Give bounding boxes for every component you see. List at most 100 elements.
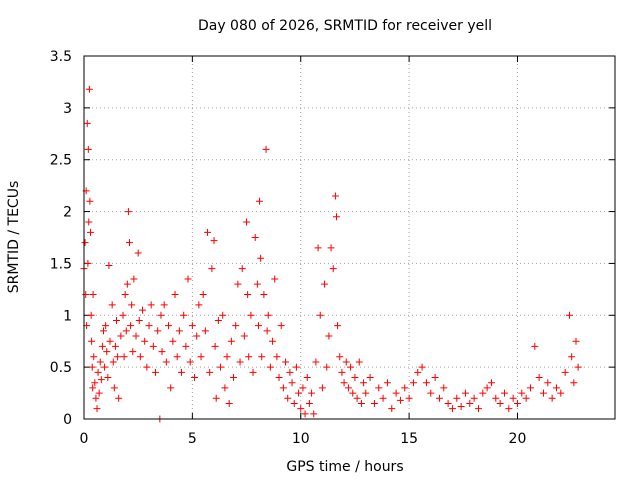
data-point [292, 363, 300, 371]
x-tick-label: 5 [188, 431, 197, 447]
data-point [263, 327, 271, 335]
data-point [111, 342, 119, 350]
data-point [244, 291, 252, 299]
data-point [102, 322, 110, 330]
data-point [457, 403, 465, 411]
data-point [286, 368, 294, 376]
data-point [269, 337, 277, 345]
data-point [88, 363, 96, 371]
data-point [331, 192, 339, 200]
data-point [466, 399, 474, 407]
data-point [539, 389, 547, 397]
data-point [338, 368, 346, 376]
data-point [357, 399, 365, 407]
data-point [134, 249, 142, 257]
data-point [254, 322, 262, 330]
data-point [366, 374, 374, 382]
data-point [492, 394, 500, 402]
data-point [299, 384, 307, 392]
data-point [526, 384, 534, 392]
data-point [535, 374, 543, 382]
x-tick-labels: 0 5 10 15 20 [80, 431, 527, 447]
data-point [568, 353, 576, 361]
data-point [375, 384, 383, 392]
data-point [318, 384, 326, 392]
data-point [232, 322, 240, 330]
data-point [308, 389, 316, 397]
data-point [147, 301, 155, 309]
data-point [88, 337, 96, 345]
data-point [548, 394, 556, 402]
data-point [126, 239, 134, 247]
data-point [127, 322, 135, 330]
data-point [129, 348, 137, 356]
data-point [186, 358, 194, 366]
data-point [379, 394, 387, 402]
data-point [277, 322, 285, 330]
data-point [531, 342, 539, 350]
data-point [570, 379, 578, 387]
data-point [100, 327, 108, 335]
data-point [288, 379, 296, 387]
data-point [182, 342, 190, 350]
data-point [167, 384, 175, 392]
data-point [279, 384, 287, 392]
data-point [87, 228, 95, 236]
data-point [178, 368, 186, 376]
data-point [282, 358, 290, 366]
grid [84, 56, 615, 419]
data-point [214, 316, 222, 324]
data-point [383, 379, 391, 387]
data-point [327, 244, 335, 252]
data-point [435, 394, 443, 402]
data-point [262, 145, 270, 153]
plot-frame [83, 55, 616, 420]
data-point [347, 363, 355, 371]
data-point [243, 218, 251, 226]
data-point [120, 353, 128, 361]
data-point [158, 348, 166, 356]
data-point [195, 301, 203, 309]
data-point [314, 244, 322, 252]
data-point [157, 311, 165, 319]
y-tick-labels: 0 0.5 1 1.5 2 2.5 3 3.5 [50, 49, 72, 428]
data-point [180, 311, 188, 319]
data-point [461, 389, 469, 397]
data-point [160, 301, 168, 309]
data-point [360, 379, 368, 387]
data-point [266, 363, 274, 371]
data-point [95, 389, 103, 397]
data-point [101, 363, 109, 371]
data-point [124, 208, 132, 216]
data-point [145, 322, 153, 330]
data-point [444, 399, 452, 407]
data-point [83, 119, 91, 127]
data-point [139, 306, 147, 314]
data-point [264, 311, 272, 319]
data-point [97, 376, 105, 384]
data-point [257, 254, 265, 262]
data-point [82, 291, 90, 299]
data-point [505, 405, 513, 413]
data-point [188, 322, 196, 330]
x-axis-label: GPS time / hours [286, 459, 403, 475]
data-point [136, 353, 144, 361]
axis-ticks [83, 55, 615, 420]
data-point [474, 405, 482, 413]
x-tick-label: 20 [509, 431, 527, 447]
data-point [204, 228, 212, 236]
data-point [85, 218, 93, 226]
data-point [197, 353, 205, 361]
x-tick-label: 10 [292, 431, 310, 447]
data-point [552, 384, 560, 392]
x-tick-label: 0 [80, 431, 89, 447]
data-point [230, 374, 238, 382]
data-point [106, 337, 114, 345]
data-points [80, 85, 582, 423]
data-point [325, 332, 333, 340]
y-tick-label: 0 [63, 412, 72, 428]
data-point [89, 291, 97, 299]
data-point [370, 399, 378, 407]
data-point [340, 379, 348, 387]
data-point [175, 327, 183, 335]
